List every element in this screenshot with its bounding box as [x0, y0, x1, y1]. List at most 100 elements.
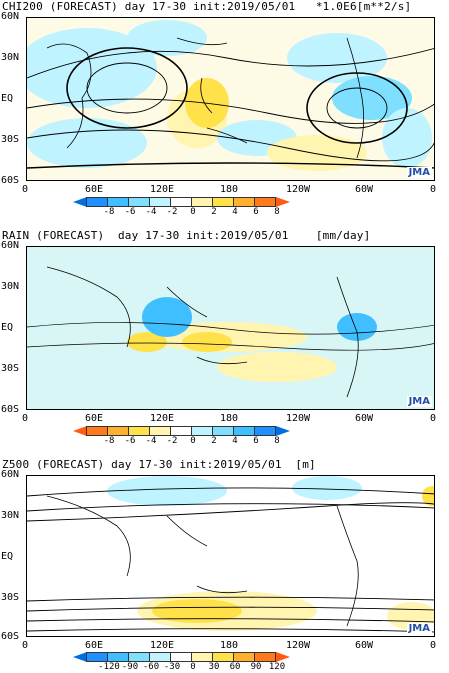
colorbar-tick-label: -2 — [166, 436, 178, 446]
jma-logo: JMA — [406, 623, 432, 634]
colorbar-tick-label: -2 — [166, 207, 178, 217]
lon-label: 60W — [355, 640, 374, 651]
colorbar-tick-label: 2 — [211, 436, 217, 446]
colorbar-tick-label: -60 — [142, 662, 160, 672]
colorbar-segment — [233, 652, 255, 662]
colorbar-segment — [233, 197, 255, 207]
colorbar-segment — [170, 426, 192, 436]
colorbar-segment — [212, 652, 234, 662]
map-chi200: JMA — [26, 17, 435, 181]
colorbar-tick-label: 90 — [250, 662, 262, 672]
lat-label: 60N — [1, 11, 20, 22]
colorbar-tick-label: 2 — [211, 207, 217, 217]
colorbar-segment — [107, 652, 129, 662]
lon-label: 0 — [22, 640, 29, 651]
jma-logo: JMA — [406, 396, 432, 407]
panel-1-title: CHI200 (FORECAST) day 17-30 init:2019/05… — [2, 0, 412, 13]
lat-label: 60S — [1, 631, 20, 642]
lon-label: 60E — [85, 413, 104, 424]
colorbar-ticks: -8 -6 -4 -2 0 2 4 6 8 — [73, 436, 373, 448]
colorbar-tick-label: -4 — [145, 436, 157, 446]
map-z500: JMA — [26, 475, 435, 637]
colorbar-segment — [254, 426, 276, 436]
colorbar-tick-label: 60 — [229, 662, 241, 672]
colorbar-segment — [254, 197, 276, 207]
colorbar-z500 — [73, 652, 290, 662]
colorbar-left-tip — [73, 197, 87, 207]
lon-label: 0 — [430, 184, 437, 195]
lon-label: 0 — [22, 413, 29, 424]
lon-label: 180 — [220, 184, 239, 195]
colorbar-tick-label: 8 — [274, 207, 280, 217]
colorbar-right-tip — [276, 426, 290, 436]
colorbar-tick-label: 4 — [232, 436, 238, 446]
colorbar-segment — [128, 197, 150, 207]
colorbar-segment — [191, 426, 213, 436]
colorbar-segment — [149, 652, 171, 662]
colorbar-segment — [149, 426, 171, 436]
colorbar-segment — [86, 426, 108, 436]
colorbar-segment — [128, 652, 150, 662]
colorbar-segment — [86, 197, 108, 207]
colorbar-tick-label: -4 — [145, 207, 157, 217]
colorbar-segment — [107, 426, 129, 436]
colorbar-tick-label: -8 — [103, 436, 115, 446]
lat-label: EQ — [1, 93, 14, 104]
lat-label: 30N — [1, 510, 20, 521]
colorbar-chi200 — [73, 197, 290, 207]
colorbar-segment — [149, 197, 171, 207]
lon-label: 120W — [286, 640, 311, 651]
colorbar-segment — [233, 426, 255, 436]
lat-label: EQ — [1, 551, 14, 562]
lon-label: 120E — [150, 640, 175, 651]
colorbar-tick-label: -8 — [103, 207, 115, 217]
colorbar-tick-label: 30 — [208, 662, 220, 672]
colorbar-tick-label: 120 — [268, 662, 286, 672]
lat-label: 60N — [1, 240, 20, 251]
lat-label: 30S — [1, 134, 20, 145]
colorbar-segment — [191, 197, 213, 207]
lon-label: 180 — [220, 413, 239, 424]
map-rain: JMA — [26, 246, 435, 410]
colorbar-tick-label: -6 — [124, 436, 136, 446]
lat-label: 30S — [1, 592, 20, 603]
lon-label: 0 — [430, 413, 437, 424]
colorbar-segment — [170, 652, 192, 662]
lon-label: 120E — [150, 413, 175, 424]
colorbar-tick-label: -120 — [98, 662, 120, 672]
lat-label: 60S — [1, 175, 20, 186]
lat-label: 60S — [1, 404, 20, 415]
panel-2-title: RAIN (FORECAST) day 17-30 init:2019/05/0… — [2, 229, 371, 242]
colorbar-tick-label: 6 — [253, 207, 259, 217]
lon-label: 0 — [430, 640, 437, 651]
colorbar-segment — [254, 652, 276, 662]
lat-label: EQ — [1, 322, 14, 333]
colorbar-segment — [107, 197, 129, 207]
colorbar-tick-label: 0 — [190, 207, 196, 217]
lat-label: 30S — [1, 363, 20, 374]
jma-logo: JMA — [406, 167, 432, 178]
colorbar-tick-label: 6 — [253, 436, 259, 446]
colorbar-segment — [86, 652, 108, 662]
lon-label: 60W — [355, 184, 374, 195]
colorbar-tick-label: -6 — [124, 207, 136, 217]
colorbar-tick-label: 8 — [274, 436, 280, 446]
colorbar-segment — [191, 652, 213, 662]
colorbar-tick-label: 4 — [232, 207, 238, 217]
colorbar-segment — [128, 426, 150, 436]
colorbar-tick-label: -30 — [163, 662, 181, 672]
colorbar-tick-label: -90 — [121, 662, 139, 672]
lon-label: 120E — [150, 184, 175, 195]
lon-label: 60W — [355, 413, 374, 424]
colorbar-tick-label: 0 — [190, 436, 196, 446]
lon-label: 180 — [220, 640, 239, 651]
colorbar-segment — [170, 197, 192, 207]
panel-3-title: Z500 (FORECAST) day 17-30 init:2019/05/0… — [2, 458, 316, 471]
colorbar-left-tip — [73, 652, 87, 662]
z500-field — [27, 476, 434, 636]
lat-label: 60N — [1, 469, 20, 480]
colorbar-segment — [212, 197, 234, 207]
rain-field — [27, 247, 434, 409]
colorbar-ticks: -120 -90 -60 -30 0 30 60 90 120 — [73, 662, 373, 673]
colorbar-left-tip — [73, 426, 87, 436]
